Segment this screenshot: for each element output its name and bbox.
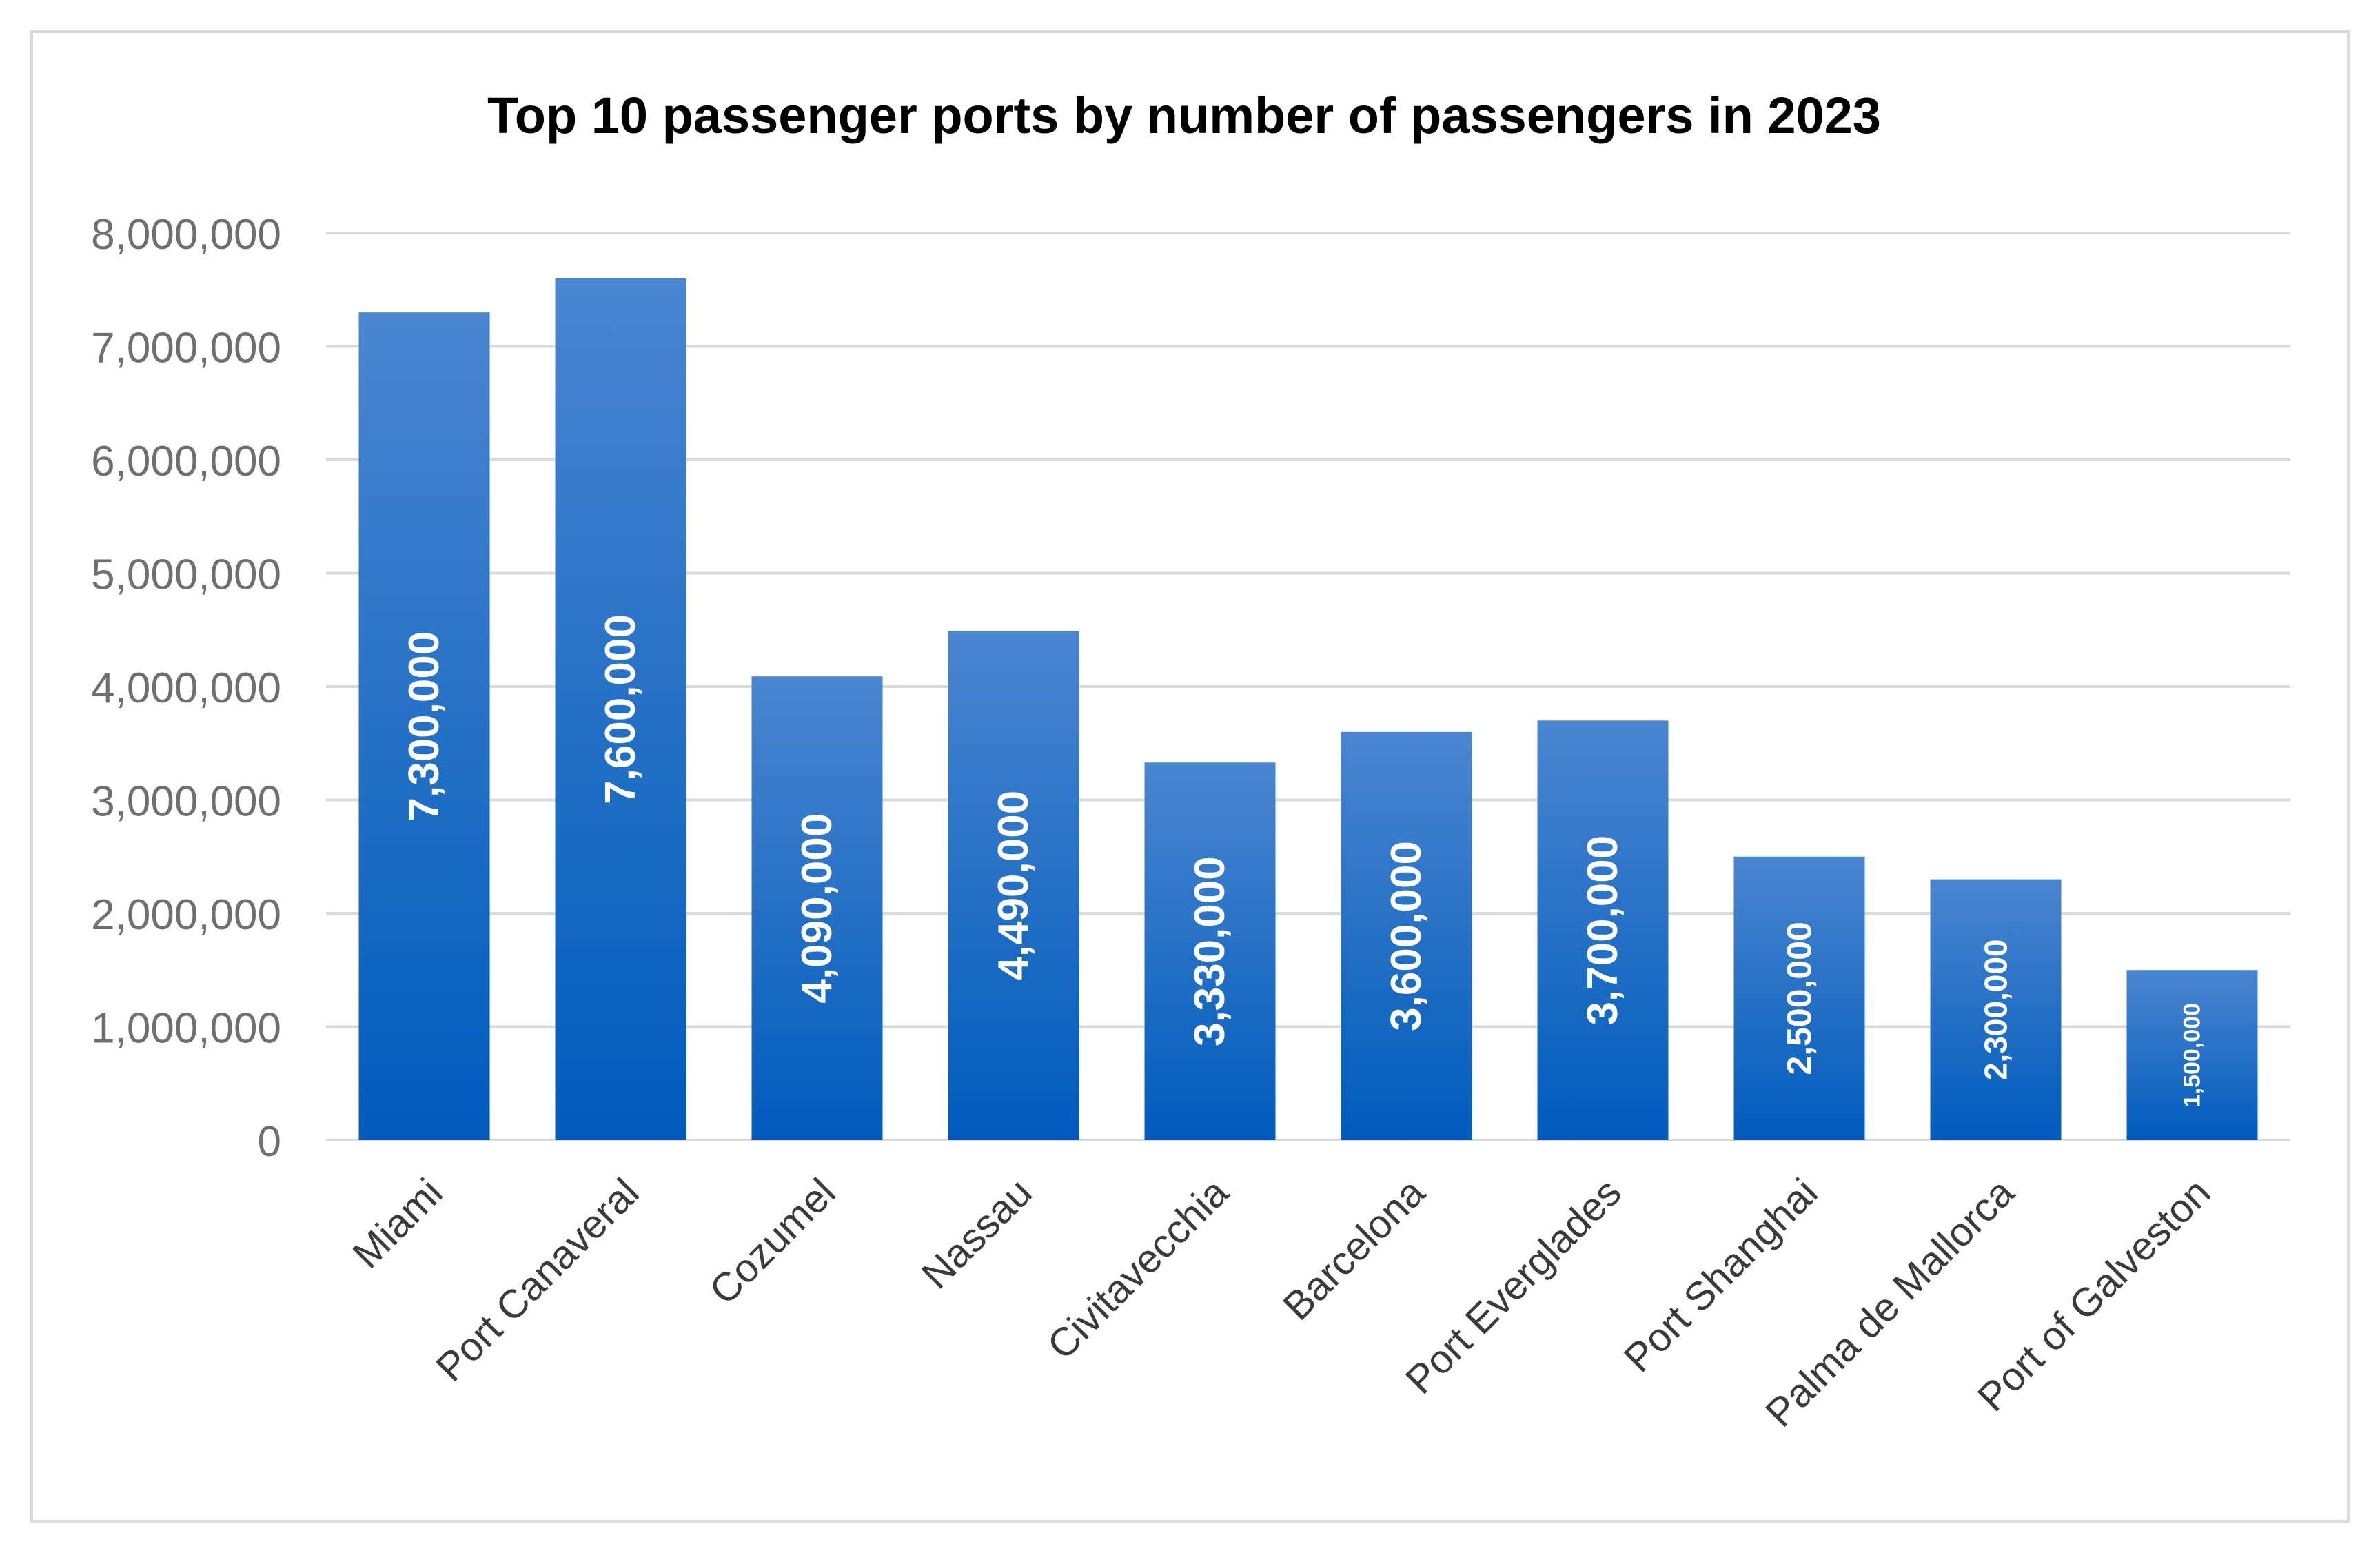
bar	[2126, 970, 2258, 1140]
bar-chart: Top 10 passenger ports by number of pass…	[91, 87, 2290, 1436]
y-tick-label: 1,000,000	[91, 1005, 281, 1053]
y-tick-label: 8,000,000	[91, 211, 281, 258]
y-tick-label: 3,000,000	[91, 778, 281, 826]
bar	[751, 676, 883, 1140]
y-tick-label: 0	[258, 1118, 281, 1166]
bar-data-label: 3,700,000	[1579, 835, 1627, 1026]
y-tick-label: 7,000,000	[91, 325, 281, 372]
bar	[948, 631, 1079, 1140]
y-tick-label: 2,000,000	[91, 891, 281, 939]
bar	[1144, 762, 1276, 1140]
bar	[1341, 731, 1472, 1140]
bar-data-label: 3,330,000	[1186, 856, 1234, 1046]
bar-data-label: 2,500,000	[1780, 922, 1819, 1075]
x-tick-label: Miami	[344, 1170, 451, 1277]
x-tick-label: Port Shanghai	[1616, 1170, 1827, 1381]
bar-data-label: 7,600,000	[597, 614, 644, 804]
bar-data-label: 2,300,000	[1978, 939, 2014, 1080]
bar-data-label: 1,500,000	[2179, 1003, 2206, 1107]
bar	[358, 312, 490, 1140]
bar	[1537, 720, 1669, 1140]
x-tick-label: Port Canaveral	[427, 1170, 648, 1390]
bar	[1930, 879, 2062, 1140]
y-axis-ticks: 0 1,000,000 2,000,000 3,000,000 4,000,000 5,0…	[91, 211, 281, 1166]
y-tick-label: 6,000,000	[91, 438, 281, 485]
bar	[555, 278, 686, 1140]
bar-data-label: 7,300,000	[400, 631, 448, 822]
bar-data-label: 4,090,000	[793, 813, 841, 1004]
x-tick-label: Cozumel	[701, 1170, 844, 1313]
chart-frame: Top 10 passenger ports by number of pass…	[30, 30, 2350, 1523]
x-tick-label: Nassau	[913, 1170, 1041, 1297]
x-tick-label: Barcelona	[1274, 1170, 1434, 1329]
bars: 7,300,000 7,600,000 4,090,000 4,490,000 3,33…	[358, 278, 2258, 1140]
x-tick-label: Civitavecchia	[1039, 1170, 1237, 1368]
chart-title: Top 10 passenger ports by number of pass…	[487, 87, 1881, 144]
bar	[1733, 856, 1865, 1140]
y-tick-label: 5,000,000	[91, 551, 281, 599]
bar-data-label: 4,490,000	[990, 791, 1037, 981]
x-tick-label: Port Everglades	[1397, 1170, 1630, 1403]
y-tick-label: 4,000,000	[91, 664, 281, 712]
bar-data-label: 3,600,000	[1383, 841, 1430, 1031]
